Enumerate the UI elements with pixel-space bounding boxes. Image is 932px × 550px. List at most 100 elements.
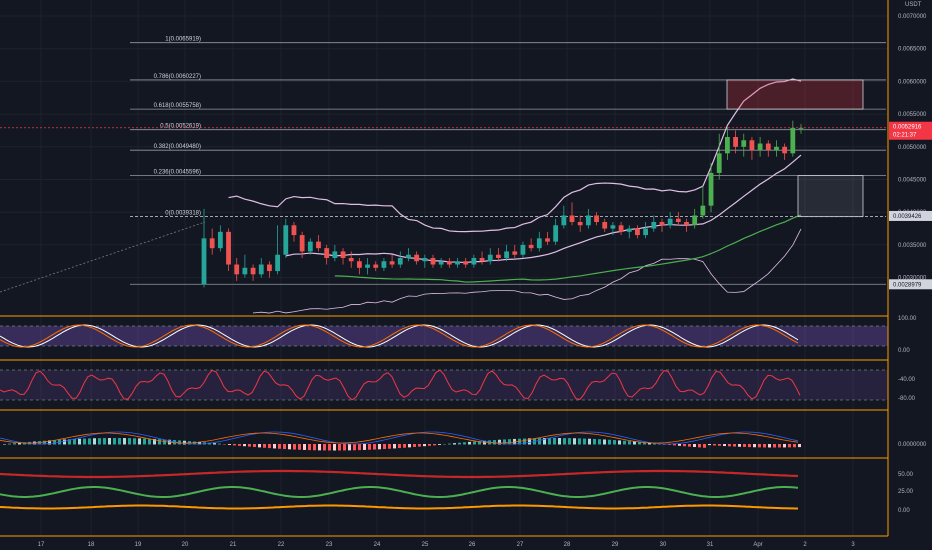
macd-histogram-bar: [578, 438, 581, 445]
candle-body: [643, 228, 649, 236]
macd-histogram-bar: [748, 444, 751, 448]
macd-histogram-bar: [118, 438, 121, 445]
macd-histogram-bar: [373, 444, 376, 450]
candle-body: [553, 225, 559, 242]
macd-histogram-bar: [313, 444, 316, 451]
price-tag-bg: [889, 210, 932, 221]
candle-body: [201, 238, 207, 285]
macd-histogram-bar: [558, 438, 561, 445]
macd-histogram-bar: [583, 438, 586, 445]
macd-histogram-bar: [388, 444, 391, 449]
macd-histogram-bar: [63, 439, 66, 445]
candle-body: [651, 222, 657, 229]
macd-histogram-bar: [633, 441, 636, 445]
macd-histogram-bar: [468, 441, 471, 445]
macd-histogram-bar: [408, 444, 411, 448]
resistance-box: [726, 79, 864, 110]
candle-body: [324, 248, 330, 258]
macd-histogram-bar: [153, 438, 156, 445]
macd-histogram-bar: [498, 439, 501, 445]
candle-body: [528, 244, 534, 249]
candle-body: [430, 257, 436, 265]
time-label: 27: [517, 542, 524, 548]
bollinger-basis: [285, 154, 802, 264]
macd-histogram-bar: [643, 442, 646, 445]
macd-histogram-bar: [713, 444, 716, 446]
candle-body: [716, 153, 722, 173]
candle-body: [585, 215, 591, 226]
candle-body: [455, 261, 460, 265]
macd-histogram-bar: [398, 444, 401, 449]
macd-histogram-bar: [378, 444, 381, 450]
macd-histogram-bar: [618, 440, 621, 445]
time-axis[interactable]: 17 18 19 20 21 22 23 24 25 26 27 28 29 30 31 Apr 2 3: [38, 542, 856, 548]
candle-body: [798, 127, 804, 129]
macd-histogram-bar: [143, 438, 146, 445]
macd-histogram-bar: [68, 439, 71, 445]
dmi-adx-line: [0, 469, 799, 479]
candle-body: [724, 136, 730, 154]
candle-body: [438, 261, 444, 265]
price-axis[interactable]: USDT 0.0070000 0.0065000 0.0060000 0.005500…: [887, 0, 932, 550]
macd-histogram-bar: [743, 444, 746, 447]
time-label: 3: [851, 542, 855, 548]
macd-histogram-bar: [478, 441, 481, 445]
macd-histogram-bar: [148, 438, 151, 445]
candle-body: [471, 257, 477, 265]
fibonacci-retracement[interactable]: 1(0.0065919) 0.786(0.0060227) 0.618(0.0055…: [0, 37, 886, 293]
price-tick-label: 0.0055000: [898, 112, 927, 118]
macd-histogram-bar: [93, 438, 96, 445]
stoch-rsi-pane-tick: 100.00: [898, 316, 917, 322]
macd-histogram-bar: [73, 438, 76, 445]
macd-histogram-bar: [598, 439, 601, 445]
price-axis-background: [888, 0, 932, 550]
time-label: 29: [612, 542, 619, 548]
macd-histogram-bar: [473, 441, 476, 445]
macd-histogram-bar: [138, 438, 141, 445]
macd-histogram-bar: [278, 444, 281, 449]
macd-histogram-bar: [768, 444, 771, 448]
dmi-minus-line: [0, 504, 798, 510]
macd-histogram-bar: [318, 444, 321, 451]
macd-histogram-bar: [458, 442, 461, 445]
candle-body: [512, 251, 518, 255]
candle-body: [504, 251, 509, 258]
macd-histogram-bar: [368, 444, 371, 450]
macd-histogram-bar: [793, 444, 796, 448]
macd-histogram-bar: [238, 444, 241, 446]
macd-histogram-bar: [798, 444, 801, 448]
candle-body: [365, 264, 370, 268]
macd-histogram-bar: [338, 444, 341, 451]
price-tag: 0.0039426: [893, 214, 922, 220]
macd-histogram-bar: [523, 438, 526, 445]
candlestick-series: [201, 120, 804, 288]
macd-histogram-bar: [113, 438, 116, 445]
last-price-tag: 0.0052916: [893, 125, 922, 131]
macd-histogram-bar: [668, 444, 671, 445]
macd-histogram-bar: [88, 438, 91, 445]
candle-body: [610, 225, 616, 229]
candle-body: [790, 127, 796, 154]
macd-histogram-bar: [328, 444, 331, 451]
macd-histogram-bar: [653, 443, 656, 445]
dmi-pane-tick: 0.00: [898, 508, 910, 514]
candle-body: [626, 228, 632, 232]
macd-histogram-bar: [13, 443, 16, 445]
stoch-rsi-pane-band: [0, 326, 888, 346]
macd-histogram-bar: [363, 444, 366, 450]
candle-body: [561, 215, 567, 226]
fib-level-label: 0.786(0.0060227): [154, 74, 201, 80]
macd-pane-tick: 0.0000000: [898, 442, 927, 448]
rectangle-drawings[interactable]: [0, 79, 888, 218]
macd-histogram-bar: [553, 438, 556, 445]
macd-histogram-bar: [588, 438, 591, 445]
macd-histogram-bar: [163, 439, 166, 445]
candle-body: [283, 225, 289, 255]
macd-line: [0, 431, 799, 445]
macd-histogram-bar: [233, 444, 236, 446]
macd-histogram-bar: [763, 444, 766, 448]
candle-body: [708, 172, 714, 206]
dmi-pane-tick: 50.00: [898, 472, 914, 478]
time-label: Apr: [753, 542, 762, 548]
